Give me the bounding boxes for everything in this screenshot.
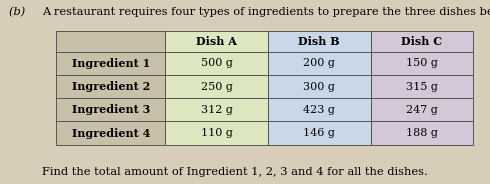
Bar (268, 121, 370, 145)
Bar (268, 98, 370, 121)
Bar (56, 98, 165, 121)
Text: Dish B: Dish B (298, 36, 340, 47)
Text: 300 g: 300 g (303, 82, 335, 92)
Bar (268, 31, 370, 52)
Text: 200 g: 200 g (303, 59, 335, 68)
Bar (165, 98, 268, 121)
Text: A restaurant requires four types of ingredients to prepare the three dishes belo: A restaurant requires four types of ingr… (42, 7, 490, 17)
Bar (165, 75, 268, 98)
Text: 250 g: 250 g (201, 82, 233, 92)
Bar (165, 52, 268, 75)
Bar (165, 31, 268, 52)
Text: 146 g: 146 g (303, 128, 335, 138)
Text: 188 g: 188 g (406, 128, 438, 138)
Bar (370, 121, 473, 145)
Bar (370, 52, 473, 75)
Bar (370, 31, 473, 52)
Text: Ingredient 1: Ingredient 1 (72, 58, 150, 69)
Text: Find the total amount of Ingredient 1, 2, 3 and 4 for all the dishes.: Find the total amount of Ingredient 1, 2… (42, 167, 427, 177)
Text: 247 g: 247 g (406, 105, 438, 115)
Bar (56, 31, 165, 52)
Text: Ingredient 3: Ingredient 3 (72, 104, 150, 115)
Text: 150 g: 150 g (406, 59, 438, 68)
Text: Dish C: Dish C (401, 36, 442, 47)
Bar (268, 52, 370, 75)
Bar (268, 75, 370, 98)
Text: 110 g: 110 g (201, 128, 233, 138)
Text: Ingredient 2: Ingredient 2 (72, 81, 150, 92)
Bar (370, 75, 473, 98)
Bar (56, 52, 165, 75)
Text: Ingredient 4: Ingredient 4 (72, 128, 150, 139)
Bar (165, 121, 268, 145)
Text: 500 g: 500 g (201, 59, 233, 68)
Text: (b): (b) (9, 7, 36, 18)
Bar (370, 98, 473, 121)
Text: 315 g: 315 g (406, 82, 438, 92)
Text: 312 g: 312 g (201, 105, 233, 115)
Bar (56, 121, 165, 145)
Text: Dish A: Dish A (196, 36, 237, 47)
Text: 423 g: 423 g (303, 105, 335, 115)
Bar (56, 75, 165, 98)
